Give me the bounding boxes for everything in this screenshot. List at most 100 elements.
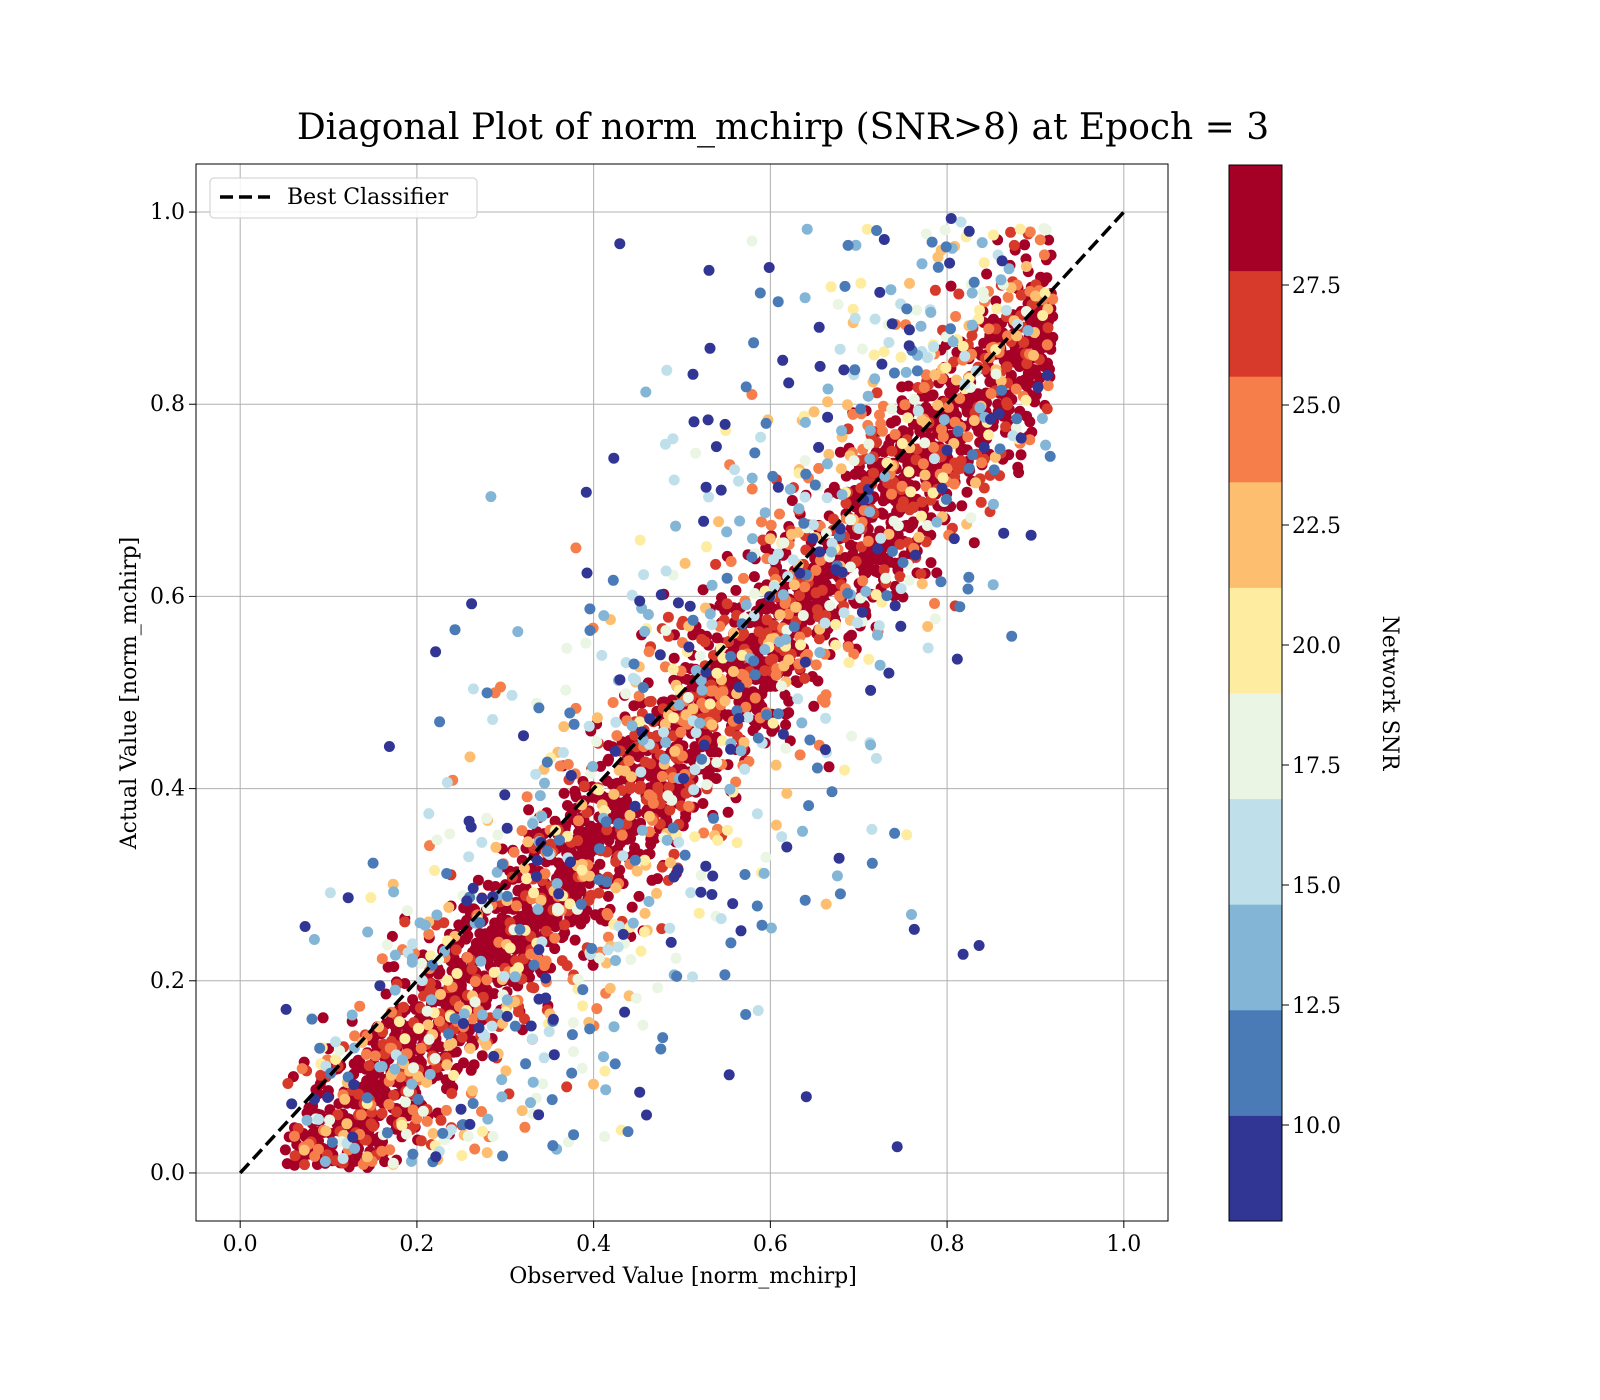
- scatter-point: [406, 956, 418, 968]
- scatter-point: [464, 1043, 476, 1054]
- scatter-point: [512, 626, 524, 638]
- scatter-point: [822, 396, 834, 408]
- scatter-point: [279, 1144, 291, 1156]
- scatter-point: [687, 614, 699, 626]
- scatter-point: [407, 994, 419, 1006]
- scatter-point: [1042, 357, 1053, 369]
- scatter-point: [575, 885, 587, 897]
- scatter-point: [603, 835, 615, 846]
- scatter-point: [861, 223, 873, 235]
- scatter-point: [619, 765, 631, 777]
- scatter-point: [609, 1058, 621, 1070]
- scatter-point: [437, 1127, 449, 1139]
- scatter-point: [506, 689, 518, 701]
- scatter-point: [547, 1013, 559, 1025]
- scatter-point: [700, 481, 712, 493]
- scatter-point: [849, 364, 861, 376]
- scatter-point: [811, 762, 823, 774]
- scatter-point: [584, 870, 596, 882]
- scatter-point: [407, 938, 419, 950]
- scatter-point: [810, 564, 822, 576]
- x-tick-label: 0.4: [576, 1232, 611, 1257]
- scatter-point: [913, 531, 925, 543]
- scatter-point: [640, 386, 652, 398]
- scatter-point: [1036, 413, 1048, 424]
- scatter-point: [495, 949, 507, 961]
- scatter-point: [834, 446, 846, 458]
- scatter-point: [461, 914, 473, 926]
- scatter-point: [577, 1000, 589, 1012]
- scatter-point: [367, 1120, 379, 1132]
- scatter-point: [777, 354, 789, 366]
- scatter-point: [487, 1130, 499, 1142]
- scatter-point: [908, 923, 920, 935]
- scatter-point: [725, 937, 737, 949]
- scatter-point: [820, 712, 832, 724]
- scatter-point: [888, 367, 900, 379]
- scatter-point: [996, 384, 1008, 396]
- scatter-point: [633, 890, 645, 902]
- scatter-point: [857, 575, 869, 587]
- scatter-point: [617, 928, 629, 940]
- scatter-point: [397, 1054, 408, 1066]
- scatter-point: [607, 574, 619, 586]
- scatter-point: [966, 319, 978, 331]
- scatter-point: [629, 674, 641, 686]
- scatter-point: [962, 583, 974, 595]
- scatter-point: [886, 318, 898, 330]
- scatter-point: [579, 913, 591, 925]
- scatter-point: [746, 632, 758, 644]
- scatter-point: [430, 646, 442, 658]
- scatter-point: [911, 365, 923, 377]
- scatter-point: [435, 1114, 447, 1126]
- scatter-point: [929, 284, 941, 296]
- colorbar-segment: [1229, 481, 1282, 588]
- chart-title: Diagonal Plot of norm_mchirp (SNR>8) at …: [297, 107, 1269, 148]
- scatter-point: [631, 865, 643, 877]
- scatter-point: [393, 1016, 405, 1028]
- scatter-point: [968, 537, 980, 549]
- scatter-point: [667, 730, 679, 742]
- scatter-point: [919, 469, 931, 481]
- scatter-point: [872, 629, 883, 641]
- scatter-point: [542, 845, 553, 857]
- scatter-point: [719, 969, 731, 981]
- scatter-point: [728, 627, 740, 639]
- scatter-point: [722, 824, 733, 836]
- scatter-point: [772, 548, 784, 560]
- scatter-point: [581, 567, 593, 579]
- scatter-point: [724, 725, 736, 737]
- scatter-point: [678, 773, 689, 784]
- scatter-point: [770, 759, 782, 771]
- scatter-point: [324, 1114, 335, 1126]
- scatter-point: [614, 674, 626, 686]
- scatter-point: [627, 917, 639, 929]
- scatter-point: [560, 684, 572, 696]
- scatter-point: [387, 1157, 399, 1169]
- scatter-point: [1014, 223, 1026, 235]
- scatter-point: [920, 391, 932, 403]
- scatter-point: [672, 597, 684, 609]
- colorbar-tick-label: 17.5: [1292, 754, 1341, 779]
- colorbar-segment: [1229, 587, 1282, 694]
- scatter-point: [715, 913, 727, 925]
- scatter-point: [856, 606, 868, 618]
- scatter-point: [864, 424, 876, 436]
- plot-area: [195, 163, 1169, 1222]
- scatter-point: [610, 955, 621, 966]
- scatter-point: [1011, 413, 1023, 425]
- scatter-point: [945, 323, 956, 335]
- scatter-point: [842, 239, 854, 251]
- scatter-point: [602, 909, 614, 921]
- scatter-point: [707, 870, 719, 882]
- scatter-point: [464, 751, 476, 763]
- scatter-point: [313, 1113, 324, 1125]
- colorbar-segment: [1229, 270, 1282, 377]
- scatter-point: [855, 403, 867, 415]
- scatter-point: [706, 889, 718, 900]
- scatter-point: [549, 932, 561, 944]
- scatter-point: [755, 431, 767, 443]
- colorbar: [1228, 164, 1283, 1222]
- scatter-point: [848, 455, 860, 467]
- scatter-point: [580, 486, 592, 498]
